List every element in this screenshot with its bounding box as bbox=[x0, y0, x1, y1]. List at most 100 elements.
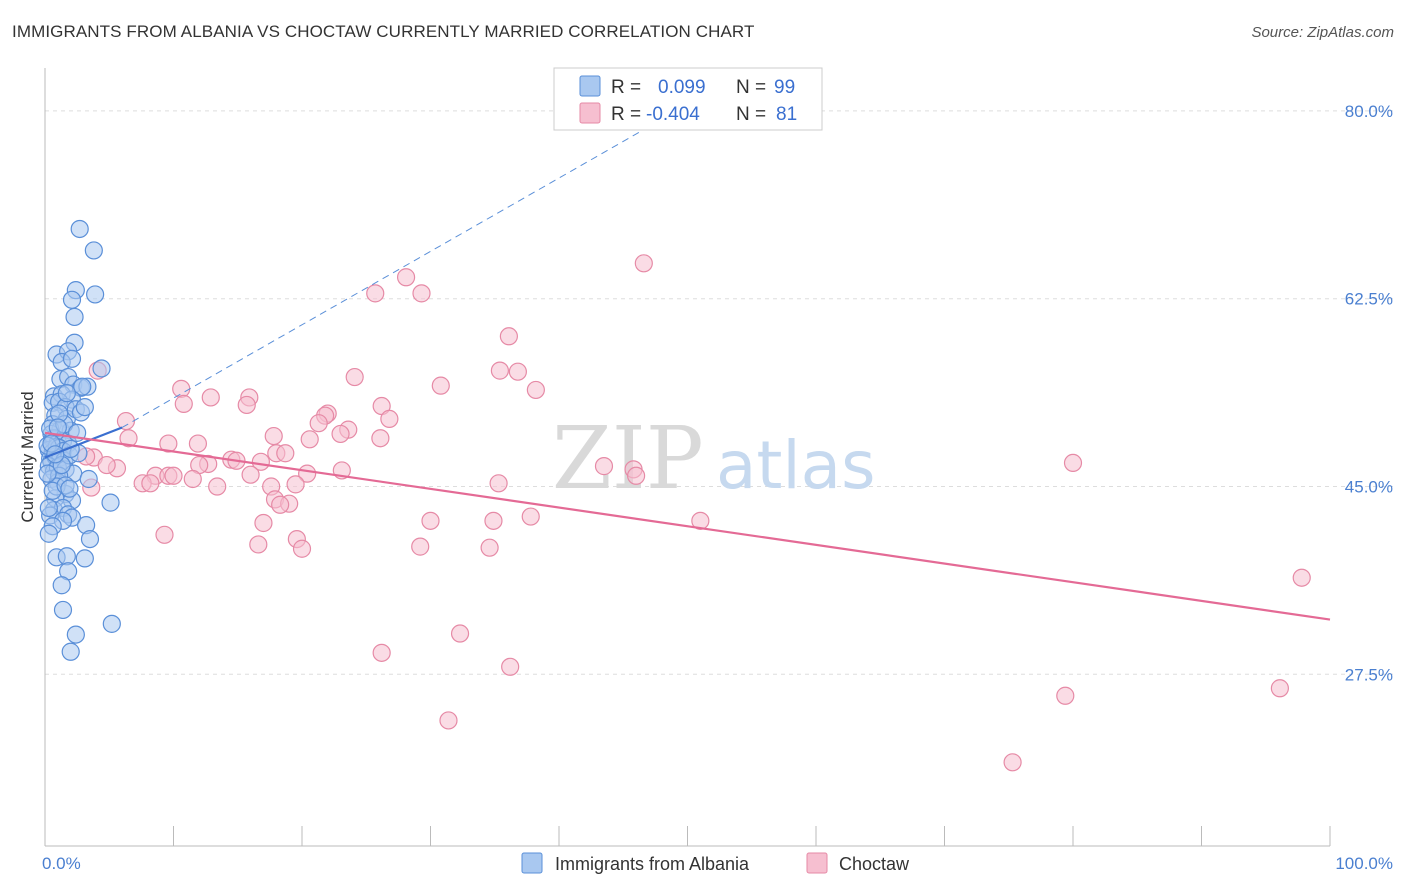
choctaw-point-3 bbox=[412, 284, 431, 303]
albania-point-17 bbox=[73, 377, 92, 396]
choctaw-point-4 bbox=[499, 327, 518, 346]
legend-r-label-albania: R = bbox=[611, 77, 641, 98]
x-tick-marks bbox=[44, 826, 1331, 846]
y-tick-label-2: 62.5% bbox=[1345, 290, 1393, 309]
legend-r-value-albania: 0.099 bbox=[658, 77, 706, 98]
watermark: ZIP atlas bbox=[552, 409, 876, 509]
albania-trend-line bbox=[44, 426, 123, 459]
legend-n-label-albania: N = bbox=[736, 77, 766, 98]
watermark-atlas: atlas bbox=[716, 427, 876, 504]
series-legend: Immigrants from Albania Choctaw bbox=[521, 852, 910, 874]
choctaw-point-23 bbox=[331, 424, 350, 444]
y-tick-label-1: 45.0% bbox=[1345, 478, 1393, 497]
albania-point-0 bbox=[70, 219, 89, 239]
choctaw-point-5 bbox=[490, 361, 509, 380]
y-tick-labels: 27.5% 45.0% 62.5% 80.0% bbox=[1345, 102, 1393, 684]
legend-n-value-albania: 99 bbox=[774, 77, 795, 98]
legend-n-value-choctaw: 81 bbox=[776, 104, 797, 125]
albania-point-96 bbox=[39, 498, 58, 518]
choctaw-point-74 bbox=[439, 711, 458, 730]
choctaw-point-19 bbox=[380, 409, 399, 429]
choctaw-point-25 bbox=[371, 429, 390, 448]
choctaw-point-67 bbox=[292, 539, 312, 558]
choctaw-point-77 bbox=[1003, 753, 1022, 772]
choctaw-point-8 bbox=[345, 367, 364, 387]
choctaw-point-30 bbox=[276, 444, 295, 463]
albania-point-73 bbox=[102, 614, 121, 633]
choctaw-point-70 bbox=[1292, 568, 1311, 587]
series-legend-swatch-albania bbox=[521, 852, 543, 874]
albania-point-10 bbox=[62, 349, 82, 368]
choctaw-point-40 bbox=[1063, 453, 1083, 473]
y-tick-label-3: 80.0% bbox=[1345, 102, 1393, 121]
albania-point-74 bbox=[66, 625, 85, 644]
choctaw-point-6 bbox=[508, 362, 527, 381]
choctaw-point-71 bbox=[372, 643, 391, 662]
series-legend-label-albania: Immigrants from Albania bbox=[555, 854, 750, 874]
choctaw-point-15 bbox=[237, 395, 256, 415]
choctaw-point-48 bbox=[141, 474, 160, 493]
choctaw-point-63 bbox=[691, 511, 710, 530]
choctaw-point-2 bbox=[366, 284, 385, 303]
choctaw-point-27 bbox=[159, 434, 178, 453]
albania-point-52 bbox=[79, 469, 98, 489]
choctaw-point-75 bbox=[1056, 686, 1075, 705]
legend-r-value-choctaw: -0.404 bbox=[646, 104, 700, 125]
watermark-zip: ZIP bbox=[552, 409, 704, 509]
choctaw-point-10 bbox=[526, 380, 545, 400]
albania-point-69 bbox=[75, 549, 94, 568]
albania-point-5 bbox=[65, 307, 84, 327]
legend-swatch-albania bbox=[579, 75, 601, 97]
series-legend-label-choctaw: Choctaw bbox=[839, 854, 910, 874]
albania-point-4 bbox=[62, 290, 82, 309]
albania-point-71 bbox=[52, 576, 71, 595]
choctaw-point-69 bbox=[480, 538, 499, 557]
choctaw-point-68 bbox=[411, 537, 430, 556]
choctaw-point-52 bbox=[286, 475, 305, 494]
albania-point-85 bbox=[57, 384, 76, 403]
albania-point-1 bbox=[84, 241, 103, 260]
albania-point-56 bbox=[101, 493, 120, 512]
choctaw-point-20 bbox=[116, 411, 136, 431]
choctaw-point-53 bbox=[489, 474, 508, 493]
choctaw-point-50 bbox=[208, 477, 227, 496]
x-tick-label-0: 0.0% bbox=[42, 854, 81, 873]
albania-point-87 bbox=[75, 398, 94, 417]
albania-point-65 bbox=[39, 524, 58, 543]
choctaw-point-60 bbox=[484, 511, 503, 530]
x-tick-labels: 0.0% 100.0% bbox=[42, 854, 1393, 873]
albania-point-88 bbox=[38, 464, 57, 483]
choctaw-point-24 bbox=[264, 426, 283, 446]
choctaw-points bbox=[77, 254, 1311, 772]
choctaw-point-1 bbox=[396, 268, 416, 287]
choctaw-point-38 bbox=[594, 457, 614, 476]
choctaw-point-9 bbox=[431, 376, 450, 395]
x-tick-label-1: 100.0% bbox=[1335, 854, 1393, 873]
albania-point-68 bbox=[57, 547, 76, 566]
albania-point-11 bbox=[92, 359, 111, 378]
choctaw-point-65 bbox=[249, 535, 268, 554]
choctaw-point-55 bbox=[626, 466, 646, 485]
choctaw-point-61 bbox=[421, 511, 440, 530]
choctaw-point-12 bbox=[201, 388, 220, 407]
choctaw-point-28 bbox=[188, 434, 208, 453]
chart-title: IMMIGRANTS FROM ALBANIA VS CHOCTAW CURRE… bbox=[12, 22, 755, 41]
legend-swatch-choctaw bbox=[579, 102, 601, 124]
albania-point-97 bbox=[60, 479, 79, 498]
choctaw-point-64 bbox=[155, 525, 174, 544]
choctaw-point-73 bbox=[501, 657, 520, 676]
choctaw-trend-line bbox=[44, 431, 1331, 621]
albania-point-75 bbox=[61, 642, 80, 661]
choctaw-point-58 bbox=[271, 495, 290, 514]
stats-legend: R = 0.099 N = 99 R = -0.404 N = 81 bbox=[553, 67, 823, 131]
choctaw-point-21 bbox=[309, 414, 328, 433]
choctaw-point-72 bbox=[450, 624, 470, 643]
choctaw-point-46 bbox=[164, 466, 183, 485]
choctaw-point-49 bbox=[183, 469, 202, 489]
albania-point-3 bbox=[86, 285, 105, 304]
choctaw-point-14 bbox=[174, 394, 193, 413]
legend-n-label-choctaw: N = bbox=[736, 104, 766, 125]
albania-points bbox=[38, 219, 121, 661]
y-axis-label: Currently Married bbox=[18, 391, 37, 522]
